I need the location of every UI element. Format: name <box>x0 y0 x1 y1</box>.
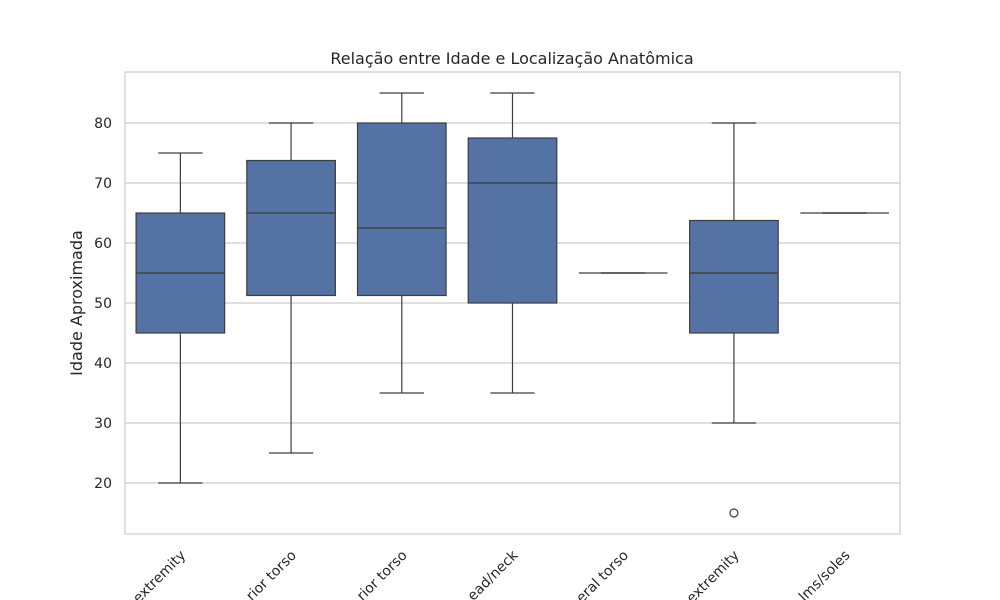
y-tick-label: 60 <box>94 236 112 252</box>
box-iqr <box>689 219 779 334</box>
y-tick-label: 50 <box>94 296 112 312</box>
x-tick-label: rior torso <box>354 548 411 600</box>
y-tick-label: 20 <box>94 476 112 492</box>
plot-area-frame <box>124 71 901 535</box>
box-group <box>467 92 558 394</box>
box-group <box>135 152 226 484</box>
box-iqr <box>356 122 447 297</box>
x-tick-label: eral torso <box>573 548 632 600</box>
y-tick-label: 80 <box>94 116 112 132</box>
box-iqr <box>467 137 558 304</box>
y-tick-label: 70 <box>94 176 112 192</box>
y-tick-label: 40 <box>94 356 112 372</box>
x-tick-label: lms/soles <box>796 548 853 600</box>
x-tick-label: rior torso <box>243 548 300 600</box>
boxes <box>135 92 889 518</box>
y-axis-ticks: 20 30 40 50 60 70 80 <box>94 116 112 492</box>
y-tick-label: 30 <box>94 416 112 432</box>
box-iqr <box>246 159 336 297</box>
x-tick-label: extremity <box>684 548 743 600</box>
outlier-point <box>729 508 739 518</box>
box-group <box>246 122 336 454</box>
x-tick-label: ead/neck <box>465 547 522 600</box>
x-axis-ticks: extremity rior torso rior torso ead/neck era… <box>130 547 853 600</box>
box-group <box>356 92 447 394</box>
chart-title: Relação entre Idade e Localização Anatôm… <box>330 49 693 68</box>
x-tick-label: extremity <box>130 548 189 600</box>
box-group <box>689 122 779 518</box>
y-axis-label: Idade Aproximada <box>67 230 86 376</box>
